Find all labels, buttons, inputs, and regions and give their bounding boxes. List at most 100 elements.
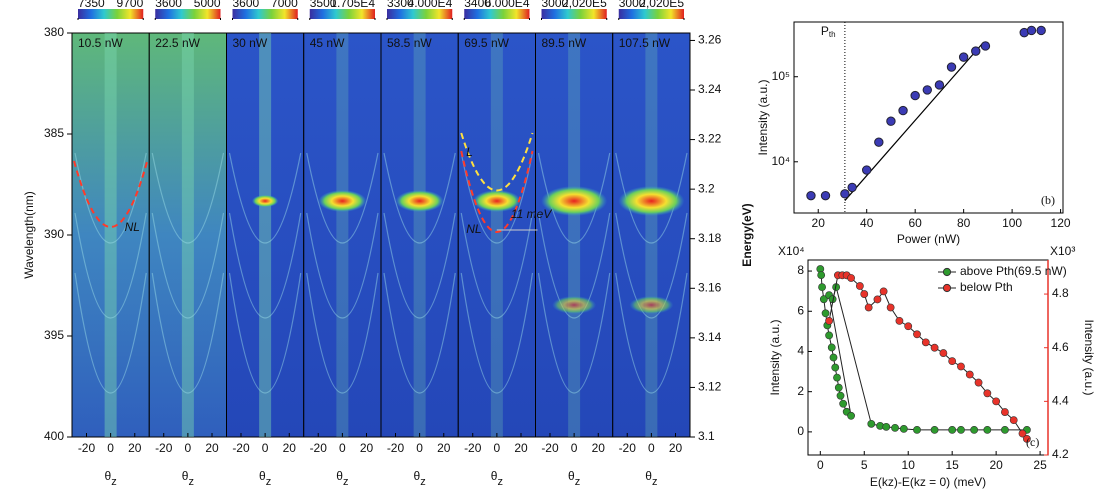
data-point	[1026, 25, 1037, 36]
x-tick-label: -20	[78, 441, 96, 455]
y-axis-label: Wavelength(nm)	[22, 191, 36, 279]
colorbar-tick-label: 5000	[194, 0, 221, 10]
colorbar	[541, 9, 607, 19]
parabola	[151, 152, 225, 244]
colorbar-tick-label: 3500	[310, 0, 337, 10]
x-tick-label: 120	[1051, 216, 1071, 230]
data-point	[922, 85, 932, 95]
data-point	[806, 190, 816, 201]
parabola	[228, 272, 302, 394]
x-tick-label: 0	[185, 441, 192, 455]
colorbar-tick-label: 9700	[117, 0, 144, 10]
x-axis-label: θz	[491, 469, 503, 488]
x-axis-label: θz	[182, 469, 194, 488]
data-point	[948, 357, 957, 366]
x-axis-label-main: θ	[568, 469, 575, 483]
y2-tick-label: 3.2	[698, 181, 715, 195]
y2-tick-label: 4.6	[1052, 340, 1069, 354]
data-point	[948, 425, 957, 434]
threshold-label: Pth	[821, 24, 836, 39]
x-axis-label: θz	[645, 469, 657, 488]
x-tick-label: 60	[908, 216, 922, 230]
parabola	[460, 152, 534, 244]
center-streak	[568, 33, 581, 437]
x-axis-label-main: θ	[645, 469, 652, 483]
x-axis-label-sub: z	[420, 476, 426, 488]
data-point	[971, 46, 981, 56]
y2-tick-label: 3.18	[698, 231, 722, 245]
threshold-label-sub: th	[829, 30, 836, 39]
y-tick-label: 0	[797, 424, 804, 438]
parabola	[306, 212, 379, 319]
x-axis-label-sub: z	[652, 476, 658, 488]
x-tick-label: -20	[232, 441, 250, 455]
x-tick-label: 20	[205, 441, 219, 455]
x-tick-label: 20	[437, 441, 451, 455]
x-tick-label: 20	[360, 441, 374, 455]
parabola	[615, 272, 688, 394]
x-tick-label: 20	[669, 441, 683, 455]
colorbar-tick-label: 2,020E5	[562, 0, 607, 10]
x-tick-label: 100	[1002, 216, 1022, 230]
plot-frame	[793, 21, 1064, 214]
data-point	[939, 349, 948, 357]
parabola	[460, 212, 534, 319]
annotation: L	[466, 145, 473, 159]
x-tick-label: 10	[902, 458, 916, 472]
data-point	[1036, 25, 1046, 36]
series-line	[828, 274, 1028, 440]
data-point	[913, 330, 921, 339]
y-tick-label: 380	[44, 25, 64, 39]
x-axis-label-sub: z	[497, 476, 503, 488]
data-point	[820, 190, 831, 201]
x-axis-label-main: θ	[182, 469, 189, 483]
colorbar-tick-label: 2,020E5	[639, 0, 684, 10]
power-label: 69.5 nW	[464, 36, 509, 50]
data-point	[1001, 425, 1009, 434]
parabola	[306, 272, 379, 394]
data-point	[946, 62, 957, 72]
y-tick-label: 2	[797, 384, 804, 398]
data-point	[904, 322, 913, 331]
data-point	[827, 343, 836, 352]
data-point	[886, 116, 896, 126]
data-point	[831, 363, 840, 372]
power-label: 58.5 nW	[387, 36, 432, 50]
image-panel	[148, 32, 227, 438]
colorbar	[78, 9, 144, 19]
data-point	[867, 419, 876, 428]
y2-tick-label: 4.2	[1052, 447, 1069, 461]
image-panel	[380, 32, 459, 438]
center-streak	[336, 33, 349, 437]
colorbar-tick-label: 1.705E4	[330, 0, 375, 10]
data-point	[817, 271, 826, 279]
x-tick-label: 80	[957, 216, 971, 230]
x-tick-label: 0	[339, 441, 346, 455]
colorbar-tick-label: 4.000E4	[408, 0, 453, 10]
data-point	[847, 411, 855, 420]
y2-tick-label: 3.14	[698, 330, 722, 344]
annotation: 11 meV	[511, 207, 552, 221]
parabola	[151, 212, 225, 319]
x-tick-label: 15	[945, 458, 959, 472]
y2-tick-label: 3.16	[698, 280, 722, 294]
y2-tick-label: 3.24	[698, 82, 722, 96]
x-axis-label-main: θ	[414, 469, 421, 483]
y-tick-label: 4	[797, 344, 804, 358]
x-axis-label-main: θ	[259, 469, 266, 483]
x-tick-label: 0	[648, 441, 655, 455]
colorbar-tick-label: 3600	[155, 0, 182, 10]
x-tick-label: 25	[1033, 458, 1047, 472]
fit-line	[844, 42, 984, 201]
data-point	[855, 282, 864, 290]
x-tick-label: 0	[262, 441, 269, 455]
data-point	[886, 303, 895, 312]
parabola	[383, 152, 456, 244]
data-point	[829, 353, 838, 362]
parabola	[383, 212, 456, 319]
power-label: 10.5 nW	[78, 36, 123, 50]
center-streak	[645, 33, 658, 437]
l-guide	[460, 132, 534, 192]
emission-spot	[541, 186, 608, 216]
